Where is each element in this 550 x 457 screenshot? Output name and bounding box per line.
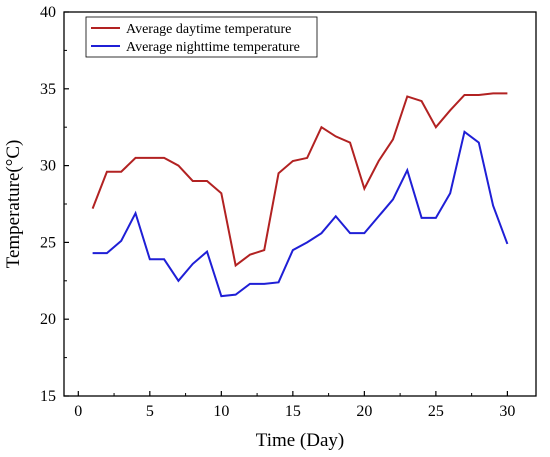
y-tick-label: 25 xyxy=(40,234,56,251)
x-axis-title: Time (Day) xyxy=(256,430,345,451)
y-tick-label: 20 xyxy=(40,311,56,328)
x-tick-label: 30 xyxy=(499,403,515,420)
x-tick-label: 25 xyxy=(428,403,444,420)
x-tick-label: 0 xyxy=(74,403,82,420)
legend-box xyxy=(85,16,318,58)
y-tick-label: 30 xyxy=(40,158,56,175)
y-tick-label: 15 xyxy=(40,388,56,405)
series-line-nighttime xyxy=(92,130,509,298)
legend-label-daytime: Average daytime temperature xyxy=(126,22,291,37)
plot-frame xyxy=(63,11,537,397)
x-tick-label: 10 xyxy=(213,403,229,420)
x-tick-label: 15 xyxy=(285,403,301,420)
legend: Average daytime temperature Average nigh… xyxy=(85,16,318,58)
x-axis-ticks: 0 5 10 15 20 25 30 xyxy=(74,391,515,420)
series-layer xyxy=(91,92,509,298)
x-tick-label: 20 xyxy=(356,403,372,420)
y-axis-ticks: 15 20 25 30 35 40 xyxy=(40,4,69,405)
legend-label-nighttime: Average nighttime temperature xyxy=(126,40,300,55)
series-line-daytime xyxy=(91,92,508,268)
x-tick-label: 5 xyxy=(146,403,154,420)
y-tick-label: 40 xyxy=(40,4,56,21)
y-tick-label: 35 xyxy=(40,81,56,98)
y-axis-title: Temperature(°C) xyxy=(3,140,24,269)
